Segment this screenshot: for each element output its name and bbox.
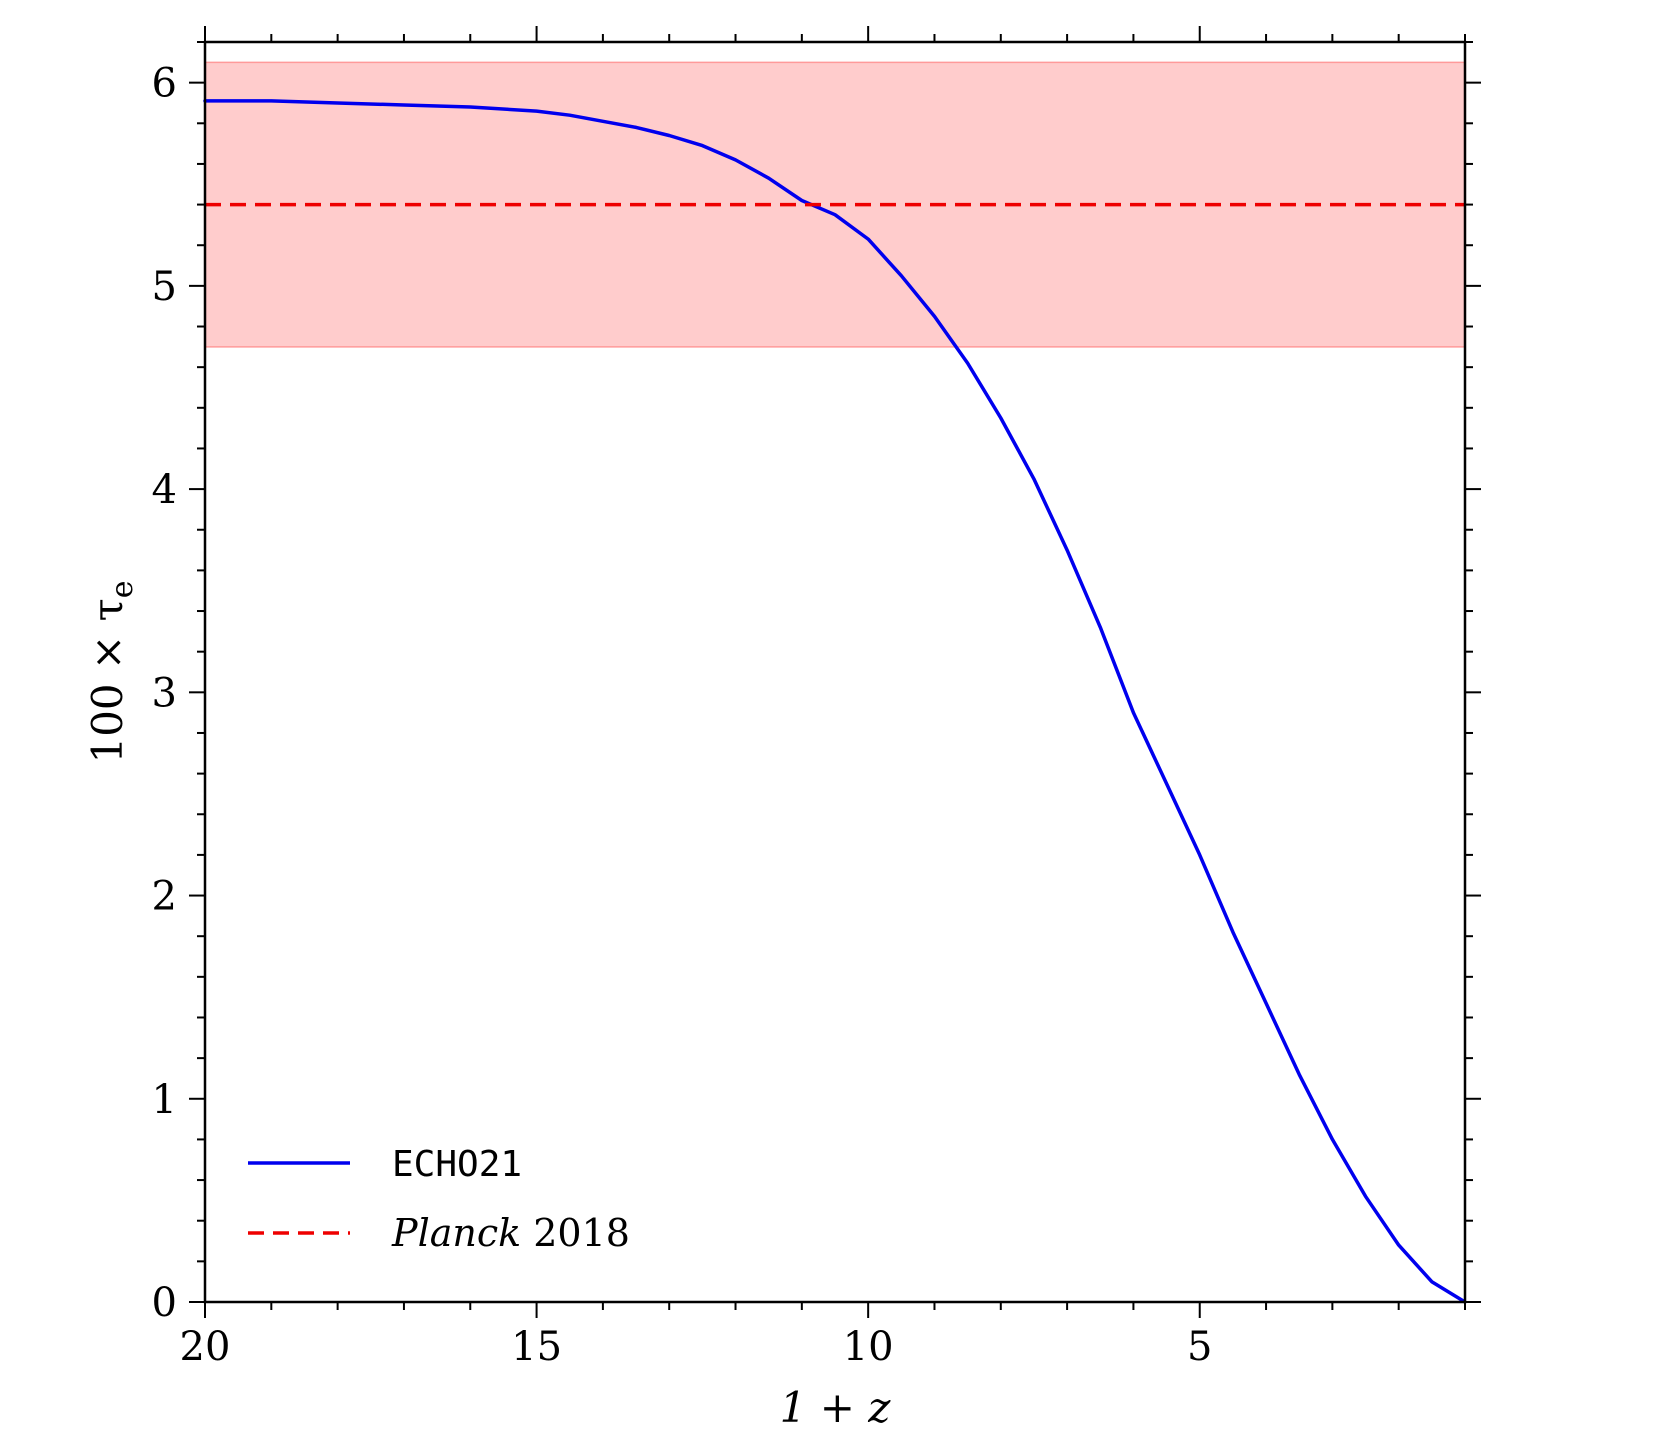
plot-frame [203,40,1467,1304]
series-layer [203,99,1467,1304]
tick-labels: 20 15 10 5 0 1 2 3 4 5 6 [152,61,1213,1370]
y-axis-label: 100 × τe [83,580,140,763]
series-line-echo21 [203,99,1467,1304]
legend-label-planck-year: 2018 [521,1211,630,1255]
x-axis-label: 1 + z [780,1383,892,1432]
legend-label-echo21: ECHO21 [392,1144,522,1185]
y-axis-label-main: 100 × τ [83,598,132,763]
x-tick-label: 15 [511,1324,562,1370]
y-tick-label: 6 [152,61,177,107]
y-axis-label-subscript: e [105,580,140,598]
y-tick-label: 3 [152,670,177,716]
y-tick-label: 1 [152,1077,177,1123]
legend-label-planck-italic: Planck [391,1211,521,1255]
x-tick-label: 10 [843,1324,894,1370]
axis-ticks [189,26,1481,1318]
x-tick-label: 20 [180,1324,231,1370]
y-tick-label: 2 [152,874,177,920]
x-tick-label: 5 [1187,1324,1212,1370]
y-tick-label: 0 [152,1280,177,1326]
legend: ECHO21 Planck 2018 [248,1144,630,1255]
y-tick-label: 4 [152,467,177,513]
y-tick-label: 5 [152,264,177,310]
legend-label-planck-2018: Planck 2018 [391,1211,630,1255]
